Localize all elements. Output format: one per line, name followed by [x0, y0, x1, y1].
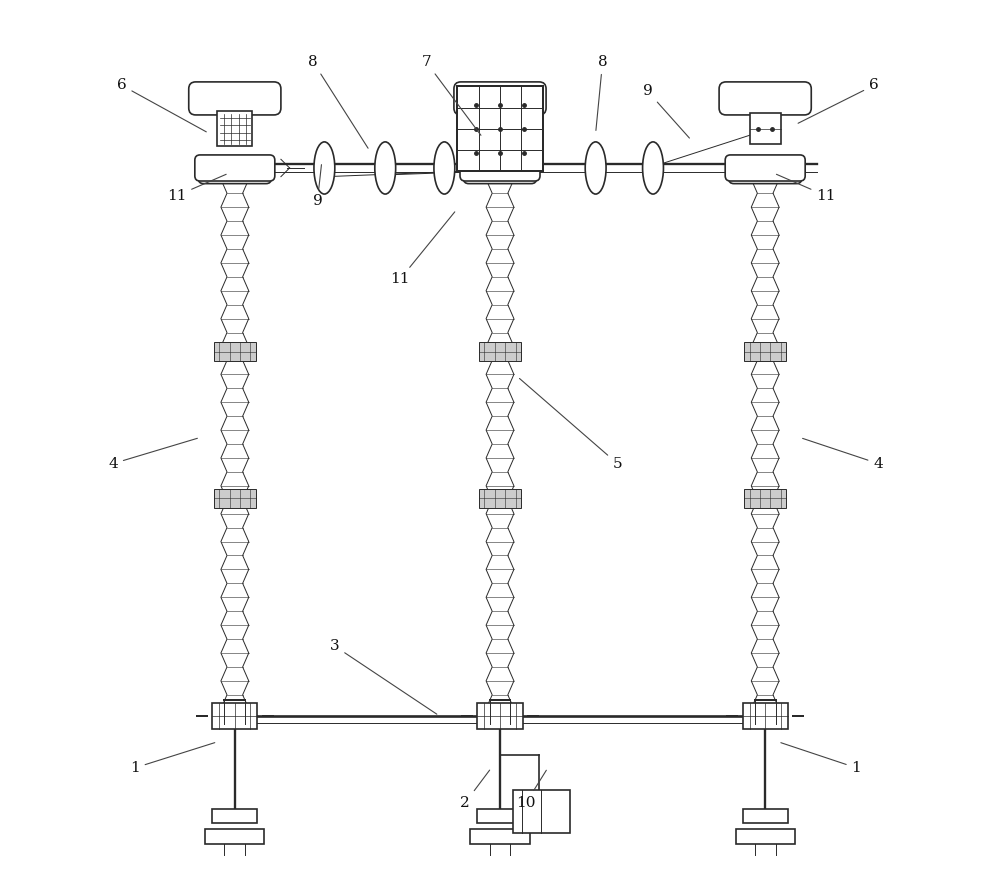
Bar: [477, 808, 523, 822]
Text: 8: 8: [596, 55, 607, 130]
Polygon shape: [486, 179, 514, 709]
Bar: [743, 703, 788, 729]
Bar: [457, 87, 543, 172]
FancyBboxPatch shape: [725, 155, 805, 181]
Text: 3: 3: [330, 639, 437, 714]
Text: 7: 7: [421, 55, 481, 136]
Text: 6: 6: [117, 79, 206, 132]
Text: 11: 11: [390, 212, 455, 286]
Text: 5: 5: [519, 379, 622, 471]
Text: 9: 9: [313, 164, 322, 208]
Text: 1: 1: [130, 743, 215, 775]
FancyBboxPatch shape: [463, 161, 537, 184]
Text: 10: 10: [516, 770, 546, 809]
Bar: [479, 489, 521, 508]
Bar: [744, 489, 786, 508]
Bar: [470, 829, 530, 844]
Text: 11: 11: [776, 174, 836, 203]
Text: 9: 9: [643, 85, 689, 138]
Polygon shape: [221, 179, 249, 709]
Bar: [214, 489, 256, 508]
Bar: [217, 111, 252, 146]
Bar: [214, 342, 256, 361]
Bar: [212, 703, 257, 729]
Text: 2: 2: [460, 770, 490, 809]
Bar: [205, 829, 264, 844]
Bar: [743, 808, 788, 822]
FancyBboxPatch shape: [195, 155, 275, 181]
FancyBboxPatch shape: [729, 161, 802, 184]
Text: 1: 1: [781, 743, 861, 775]
Text: 8: 8: [308, 55, 368, 148]
Ellipse shape: [434, 142, 455, 194]
Text: 11: 11: [167, 174, 226, 203]
Ellipse shape: [314, 142, 335, 194]
FancyBboxPatch shape: [454, 82, 546, 115]
Bar: [477, 703, 523, 729]
Bar: [513, 789, 570, 833]
FancyBboxPatch shape: [198, 161, 271, 184]
Text: 4: 4: [108, 438, 197, 471]
Ellipse shape: [585, 142, 606, 194]
Text: 4: 4: [803, 438, 883, 471]
Ellipse shape: [375, 142, 396, 194]
Polygon shape: [751, 179, 779, 709]
FancyBboxPatch shape: [460, 155, 540, 181]
Bar: [744, 342, 786, 361]
Bar: [479, 342, 521, 361]
Bar: [750, 113, 781, 144]
Ellipse shape: [643, 142, 663, 194]
Text: 6: 6: [798, 79, 879, 123]
Bar: [736, 829, 795, 844]
FancyBboxPatch shape: [189, 82, 281, 115]
Bar: [212, 808, 257, 822]
FancyBboxPatch shape: [719, 82, 811, 115]
